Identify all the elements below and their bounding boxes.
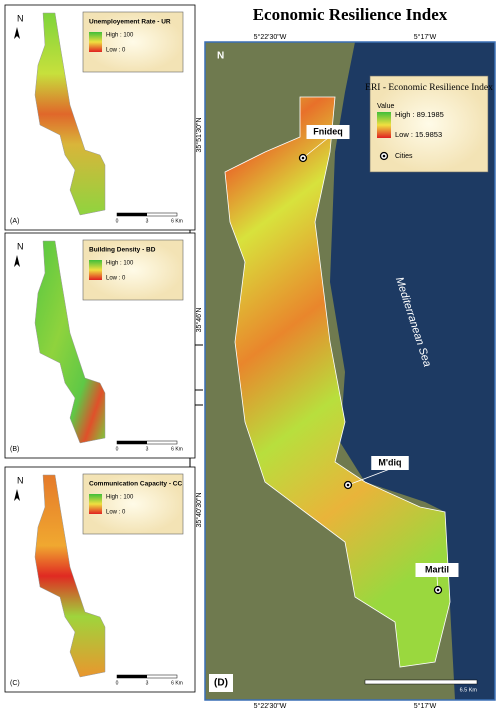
north-arrow [14, 27, 20, 39]
legend-ramp [377, 112, 391, 138]
city-leader [347, 468, 391, 486]
scale-label: 6 Km [171, 680, 183, 686]
legend-ramp [89, 494, 102, 514]
city-label: Fnideq [313, 126, 343, 136]
scale-label: 3 [146, 680, 149, 686]
north: N [17, 241, 24, 251]
title: Economic Resilience Index [253, 5, 448, 24]
legend-high: High : 100 [106, 495, 134, 501]
top-coord: 5°17'W [414, 33, 437, 41]
panel: N Communication Capacity - CC High : 100 Lo… [4, 466, 196, 693]
legend-high: High : 100 [106, 33, 134, 39]
legend-low: Low : 0 [106, 276, 126, 282]
city-label-box [371, 456, 409, 470]
scale-bar-fill [117, 441, 147, 444]
map-area [34, 12, 106, 216]
north: N [17, 475, 24, 485]
scale-label: 0 [116, 218, 119, 224]
legend-box [369, 75, 489, 173]
legend-low: Low : 0 [106, 510, 126, 516]
scale-label: 0 [116, 680, 119, 686]
scale-bar-fill [117, 213, 147, 216]
frame [204, 41, 496, 701]
city-dot [301, 156, 305, 160]
scale-label: 6.5 Km [460, 687, 478, 693]
legend-title: Building Density - BD [89, 247, 156, 254]
top-coord: 5°22'30"W [254, 33, 287, 41]
city-leader [302, 137, 329, 159]
city-label-box [415, 563, 459, 577]
sea [330, 42, 495, 700]
left-coord: 35°51'30"N [195, 117, 203, 152]
scale-label: 0 [116, 446, 119, 452]
legend-high: High : 89.1985 [395, 110, 444, 119]
eri-area [224, 96, 451, 668]
scale-label: 3 [146, 218, 149, 224]
north: N [217, 51, 224, 62]
legend-ramp [89, 32, 102, 52]
panel-label: (D) [214, 678, 228, 689]
north: N [17, 13, 24, 23]
map-area [34, 240, 106, 444]
label-box [209, 674, 233, 692]
legend-value: Value [377, 103, 394, 110]
city-label: Martil [425, 564, 449, 574]
panel: N Building Density - BD High : 100 Low : 0 0… [4, 232, 196, 459]
bottom-coord: 5°22'30"W [254, 702, 287, 710]
city-dot [346, 483, 350, 487]
scale-label: 6 Km [171, 218, 183, 224]
cities: Fnideq M'diq Martil [298, 125, 459, 595]
main-map: N ERI - Economic Resilience Index Value … [204, 41, 496, 701]
scale-label: 3 [146, 446, 149, 452]
city-dot [436, 588, 440, 592]
scale-label: 6 Km [171, 446, 183, 452]
legend-city-dot [382, 154, 386, 158]
bottom-coord: 5°17'W [414, 702, 437, 710]
north-arrow [14, 489, 20, 501]
legend-title: ERI - Economic Resilience Index [365, 83, 493, 93]
panel-label: (A) [10, 218, 19, 225]
panel-label: (B) [10, 446, 19, 453]
map-area [34, 474, 106, 678]
panel: N Unemployement Rate - UR High : 100 Low : … [4, 4, 196, 231]
legend-box [82, 473, 184, 535]
left-coord: 35°46'N [195, 308, 203, 333]
scale-bar [364, 679, 478, 685]
panel-label: (C) [10, 680, 20, 687]
legend-title: Unemployement Rate - UR [89, 19, 171, 26]
scale-bar-fill [117, 675, 147, 678]
city-label: M'diq [378, 457, 401, 467]
city-label-box [306, 125, 350, 139]
left-coord: 35°40'30"N [195, 492, 203, 527]
legend-low: Low : 15.9853 [395, 130, 442, 139]
legend-ramp [89, 260, 102, 280]
legend-low: Low : 0 [106, 48, 126, 54]
north-arrow [14, 255, 20, 267]
legend-high: High : 100 [106, 261, 134, 267]
legend-title: Communication Capacity - CC [89, 481, 182, 488]
legend-cities: Cities [395, 153, 413, 160]
